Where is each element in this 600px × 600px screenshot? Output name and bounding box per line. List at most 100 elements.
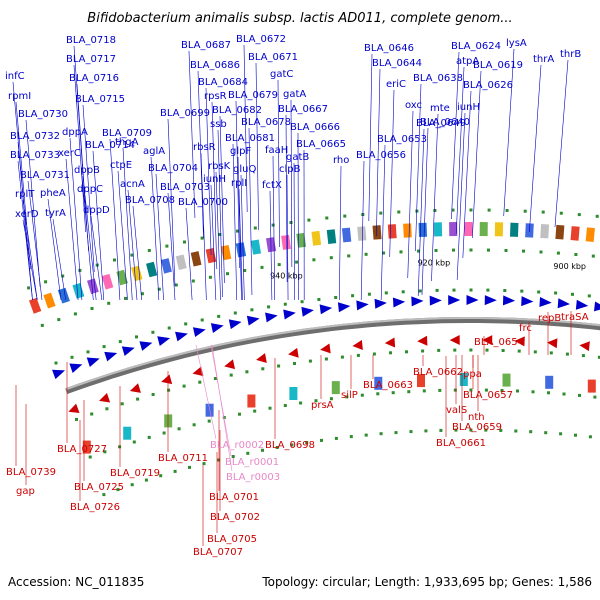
ring-tick — [418, 289, 422, 293]
forward-gene-label: BLA_0678 — [241, 117, 291, 128]
forward-gene-arrow — [466, 294, 479, 305]
reverse-gene-label: BLA_0727 — [57, 444, 107, 455]
ring-tick — [435, 288, 439, 292]
ring-tick — [595, 214, 599, 218]
forward-gene-label: lysA — [506, 38, 527, 49]
forward-gene-label: faaH — [265, 145, 288, 156]
forward-gene-label: BLA_0667 — [278, 104, 328, 115]
ring-tick — [167, 326, 171, 330]
forward-gene-label: ssb — [210, 119, 227, 130]
cog-block — [311, 230, 322, 246]
forward-gene-label: BLA_0687 — [181, 40, 231, 51]
forward-label-leader — [69, 137, 83, 301]
ring-tick — [399, 250, 403, 254]
ring-tick — [132, 440, 136, 444]
forward-label-leader — [431, 113, 439, 282]
reverse-gene-arrow — [99, 392, 111, 403]
ring-tick — [329, 397, 333, 401]
ring-tick — [556, 251, 560, 255]
ring-tick — [454, 428, 458, 432]
forward-gene-label: dppC — [77, 184, 103, 195]
ring-tick — [351, 294, 355, 298]
forward-gene-label: rplI — [231, 178, 247, 189]
cog-block — [494, 222, 504, 237]
ring-tick — [581, 354, 585, 358]
ring-tick — [200, 318, 204, 322]
forward-label-leader — [415, 83, 422, 252]
forward-gene-label: BLA_0649 — [416, 118, 466, 129]
ring-tick — [261, 448, 264, 452]
forward-label-leader — [188, 50, 196, 219]
reverse-gene-label: BLA_0657 — [463, 390, 513, 401]
ring-tick — [314, 399, 318, 403]
reverse-gene-arrow — [352, 340, 363, 350]
gene-labels: BLA_0718 BLA_0717 BLA_0716 BLA_0715 infC rpmI… — [5, 34, 589, 558]
ring-tick — [202, 462, 206, 466]
forward-gene-arrow — [86, 357, 100, 368]
forward-gene-label: atpA — [456, 56, 479, 67]
ring-tick — [70, 355, 74, 359]
reverse-gene-arrow — [192, 366, 204, 377]
ring-tick — [424, 429, 428, 433]
ring-tick — [438, 388, 442, 392]
ring-tick — [293, 362, 296, 365]
scale-label: 920 kbp — [418, 259, 451, 268]
ring-tick — [347, 254, 351, 258]
forward-label-leader — [219, 115, 225, 284]
ring-tick — [246, 451, 250, 455]
ring-tick — [167, 388, 171, 392]
forward-label-leader — [215, 171, 221, 301]
reverse-gene-label: BLA_0661 — [436, 438, 486, 449]
ring-tick — [401, 290, 405, 294]
cog-block — [43, 292, 56, 309]
forward-label-leader — [82, 104, 95, 273]
ring-tick — [61, 274, 65, 278]
ring-tick — [544, 431, 548, 435]
ring-tick — [593, 395, 597, 399]
rna-label-leader — [211, 344, 233, 472]
cog-block — [175, 254, 187, 270]
ring-tick — [516, 389, 519, 393]
cog-block — [87, 278, 99, 295]
forward-gene-label: BLA_0644 — [372, 58, 422, 69]
forward-label-leader — [503, 48, 515, 217]
forward-label-leader — [122, 147, 133, 301]
ring-tick — [422, 389, 426, 393]
reverse-gene-arrow — [514, 336, 525, 347]
ring-tick — [523, 209, 527, 213]
forward-label-leader — [200, 152, 207, 301]
ring-tick — [136, 397, 140, 401]
ring-tick — [27, 286, 31, 290]
ring-tick — [124, 296, 127, 300]
forward-label-leader — [272, 155, 276, 301]
reverse-gene-arrow — [256, 353, 267, 364]
ring-tick — [238, 412, 241, 416]
ring-tick — [86, 350, 90, 354]
forward-label-leader — [286, 174, 289, 301]
forward-gene-arrow — [175, 331, 188, 342]
ring-tick — [520, 289, 524, 293]
cog-block — [433, 222, 443, 237]
ring-tick — [54, 361, 58, 365]
forward-gene-arrow — [337, 302, 351, 313]
ring-tick — [183, 240, 186, 244]
forward-gene-arrow — [319, 304, 333, 315]
ring-tick — [40, 323, 44, 327]
cog-block — [72, 282, 85, 299]
reverse-gene-arrow — [224, 359, 236, 370]
ring-tick — [184, 322, 188, 326]
ring-tick — [514, 429, 518, 433]
forward-gene-arrow — [557, 298, 570, 309]
ring-tick — [231, 455, 235, 458]
reverse-gene-label: BLA_0719 — [110, 468, 160, 479]
ring-tick — [289, 221, 293, 224]
forward-gene-label: aglA — [143, 146, 165, 157]
ring-tick — [539, 250, 543, 254]
ring-tick — [236, 229, 239, 233]
forward-gene-label: rbsR — [193, 142, 216, 153]
ring-tick — [504, 249, 508, 252]
forward-gene-label: iunH — [203, 174, 226, 185]
forward-label-leader — [297, 132, 299, 301]
ring-tick — [120, 402, 124, 406]
forward-gene-label: rpsR — [204, 91, 227, 102]
